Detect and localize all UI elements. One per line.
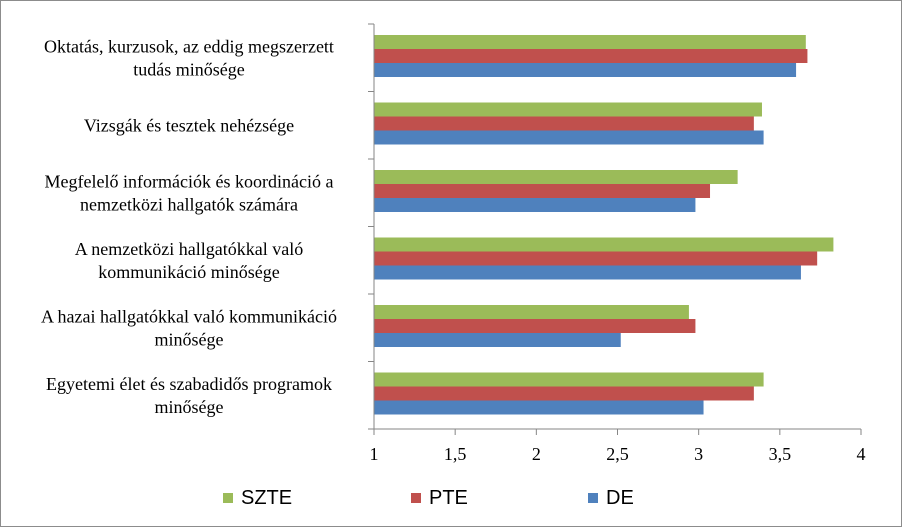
bar-pte-1 xyxy=(374,49,808,63)
x-tick-label: 3,5 xyxy=(769,444,792,464)
bar-de-2 xyxy=(374,130,764,145)
legend-item-szte: SZTE xyxy=(223,483,292,513)
x-tick-label: 2,5 xyxy=(606,444,629,464)
category-label: A nemzetközi hallgatókkal való kommunikác… xyxy=(75,239,303,282)
legend-swatch xyxy=(223,493,233,503)
bar-de-3 xyxy=(374,198,696,212)
legend-label: PTE xyxy=(429,486,468,509)
bar-szte-2 xyxy=(374,102,762,117)
bar-de-6 xyxy=(374,400,704,415)
legend-label: SZTE xyxy=(241,486,293,509)
x-tick-label: 1 xyxy=(370,444,379,464)
bar-szte-3 xyxy=(374,170,738,184)
x-tick-label: 3 xyxy=(694,444,703,464)
category-label: A hazai hallgatókkal való kommunikáció mi… xyxy=(41,306,337,349)
legend: SZTE PTE DE xyxy=(1,483,901,513)
bar-chart: 1 1,5 2 2,5 3 3,5 4 Oktatás, kurzusok, az eddig… xyxy=(41,23,866,464)
category-label: Egyetemi élet és szabadidős programok min… xyxy=(46,374,332,417)
bar-pte-5 xyxy=(374,319,696,333)
x-tick-label: 1,5 xyxy=(444,444,467,464)
category-label: Oktatás, kurzusok, az eddig megszerzett t… xyxy=(44,36,334,79)
x-tick-label: 2 xyxy=(532,444,541,464)
legend-swatch xyxy=(411,493,421,503)
bar-de-1 xyxy=(374,63,797,77)
legend-swatch xyxy=(588,493,598,503)
bar-szte-1 xyxy=(374,35,806,49)
legend-item-de: DE xyxy=(588,483,634,513)
legend-item-pte: PTE xyxy=(411,483,468,513)
bar-szte-6 xyxy=(374,372,764,387)
bar-pte-2 xyxy=(374,116,754,131)
bar-de-5 xyxy=(374,333,621,347)
category-label: Vizsgák és tesztek nehézsége xyxy=(84,115,294,135)
bar-pte-4 xyxy=(374,251,818,266)
bar-pte-6 xyxy=(374,386,754,401)
bar-pte-3 xyxy=(374,184,711,198)
bar-szte-5 xyxy=(374,305,689,319)
bar-szte-4 xyxy=(374,237,834,252)
legend-label: DE xyxy=(606,486,634,509)
category-label: Megfelelő információk és koordináció a ne… xyxy=(45,171,334,214)
x-tick-label: 4 xyxy=(857,444,866,464)
bar-de-4 xyxy=(374,265,801,280)
